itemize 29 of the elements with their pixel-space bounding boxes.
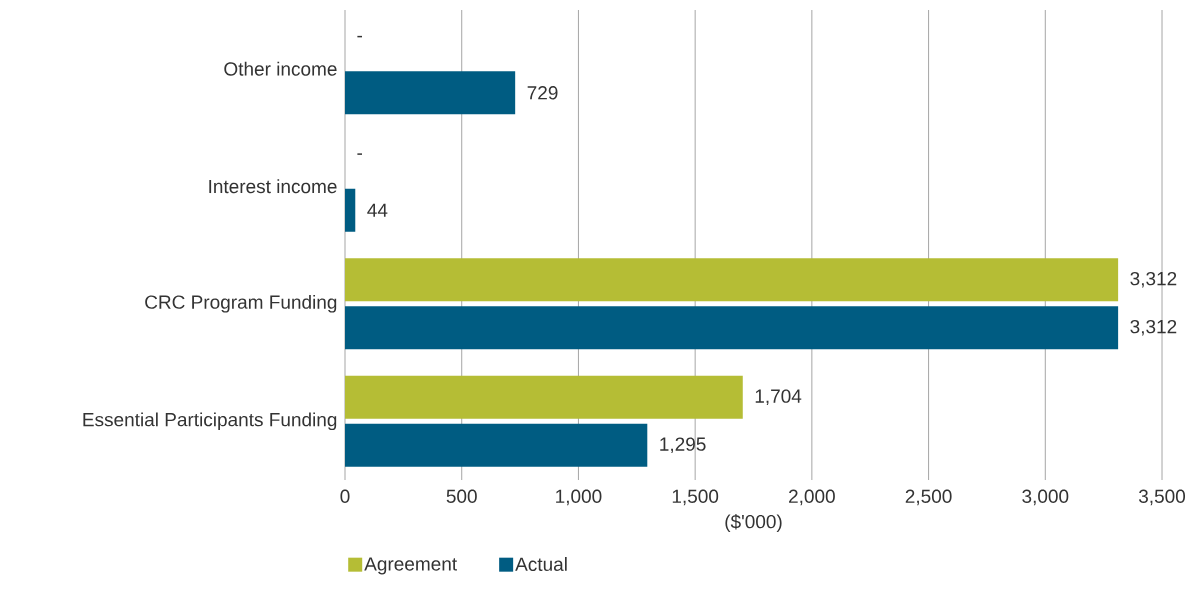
- bar: [345, 71, 516, 115]
- data-label: 3,312: [1130, 319, 1177, 336]
- bar: [345, 258, 1119, 302]
- data-label: 1,295: [660, 437, 706, 454]
- x-tick-label: 2,000: [789, 489, 835, 506]
- x-tick-label: 1,500: [672, 489, 719, 506]
- x-tick-label: 1,000: [556, 489, 602, 506]
- x-tick-label: 3,500: [1138, 489, 1186, 506]
- legend-label: Actual: [515, 557, 567, 572]
- y-tick-label: CRC Program Funding: [145, 294, 337, 313]
- annotation: -: [357, 153, 363, 155]
- data-label: 1,704: [755, 389, 802, 406]
- data-label: 44: [367, 203, 388, 217]
- bar: [345, 375, 743, 419]
- bar: [345, 306, 1119, 350]
- x-tick-label: 3,000: [1022, 489, 1069, 506]
- y-tick-label: Essential Participants Funding: [83, 412, 337, 431]
- x-tick-label: 500: [446, 489, 477, 503]
- annotation: -: [357, 35, 363, 38]
- data-label: 729: [527, 86, 558, 100]
- y-tick-label: Other income: [224, 61, 337, 76]
- x-tick-label: 2,500: [905, 489, 952, 506]
- x-tick-label: 0: [340, 489, 350, 503]
- legend-label: Agreement: [364, 557, 457, 575]
- bar: [345, 188, 356, 232]
- bar: [345, 423, 648, 467]
- x-axis-title: ($'000): [725, 514, 782, 533]
- y-tick-label: Interest income: [209, 179, 337, 194]
- data-label: 3,312: [1130, 271, 1177, 288]
